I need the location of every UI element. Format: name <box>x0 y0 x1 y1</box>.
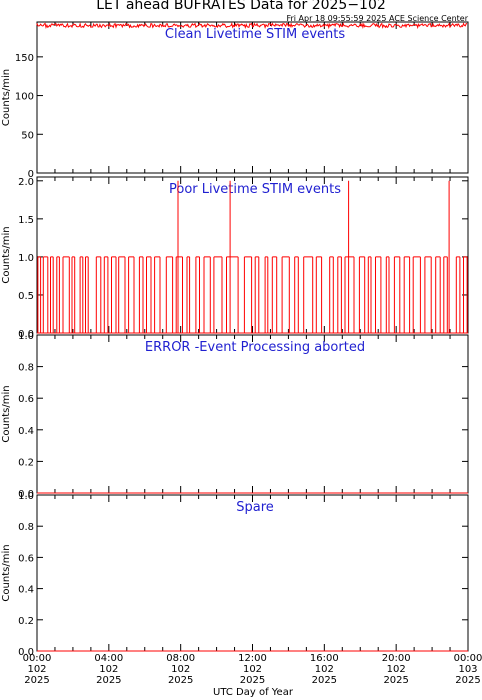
panel-frame <box>36 176 469 334</box>
x-tick-year: 2025 <box>240 675 265 686</box>
panel-title: Poor Livetime STIM events <box>169 182 341 197</box>
y-axis-label: Counts/min <box>1 544 12 601</box>
panel-2: 0.0 0.5 1.0 1.5 2.0 Counts/min Poor Livetime S… <box>1 176 469 340</box>
chart-title: LET ahead BUFRATES Data for 2025−102 <box>96 0 386 13</box>
x-tick-day: 102 <box>315 664 334 675</box>
y-tick-label: 0.4 <box>18 585 34 596</box>
y-tick-label: 1.0 <box>18 491 34 502</box>
x-tick-time: 12:00 <box>238 653 267 664</box>
x-axis: 00:00102202504:00102202508:00102202512:0… <box>23 653 482 686</box>
y-tick-label: 100 <box>15 92 34 103</box>
x-tick-day: 102 <box>99 664 118 675</box>
data-trace <box>37 180 468 334</box>
panel-frame <box>36 334 469 494</box>
panel-3: 0.0 0.2 0.4 0.6 0.8 1.0 Counts/min ERROR -Event… <box>1 331 469 500</box>
x-tick-year: 2025 <box>455 675 480 686</box>
y-tick-label: 1.0 <box>18 253 34 264</box>
y-tick-label: 0.6 <box>18 553 34 564</box>
x-tick-time: 20:00 <box>382 653 411 664</box>
y-tick-label: 0 <box>28 169 34 180</box>
y-tick-label: 0.0 <box>18 647 34 658</box>
x-tick-year: 2025 <box>383 675 408 686</box>
y-tick-label: 1.0 <box>18 331 34 342</box>
y-axis-label: Counts/min <box>1 226 12 283</box>
x-tick-year: 2025 <box>24 675 49 686</box>
x-tick-time: 00:00 <box>23 653 52 664</box>
panel-4: 0.0 0.2 0.4 0.6 0.8 1.0 Counts/min Spare <box>1 491 469 658</box>
data-trace <box>36 22 468 30</box>
x-tick-day: 102 <box>387 664 406 675</box>
y-tick-label: 150 <box>15 53 34 64</box>
y-axis-label: Counts/min <box>1 385 12 442</box>
x-tick-day: 103 <box>458 664 477 675</box>
x-tick-day: 102 <box>27 664 46 675</box>
x-tick-time: 16:00 <box>310 653 339 664</box>
y-tick-label: 0.5 <box>18 291 34 302</box>
timestamp: Fri Apr 18 09:55:59 2025 ACE Science Cen… <box>286 14 468 23</box>
y-tick-label: 0.8 <box>18 363 34 374</box>
x-tick-time: 00:00 <box>454 653 482 664</box>
y-tick-label: 0.2 <box>18 616 34 627</box>
y-tick-label: 2.0 <box>18 177 34 188</box>
y-tick-label: 0.4 <box>18 426 34 437</box>
y-tick-label: 0.0 <box>18 489 34 500</box>
x-tick-year: 2025 <box>312 675 337 686</box>
x-axis-label: UTC Day of Year <box>213 687 294 698</box>
x-tick-day: 102 <box>243 664 262 675</box>
y-tick-label: 0.8 <box>18 522 34 533</box>
y-tick-label: 1.5 <box>18 215 34 226</box>
x-tick-day: 102 <box>171 664 190 675</box>
y-tick-label: 50 <box>21 130 34 141</box>
panel-frame <box>36 21 469 174</box>
y-tick-label: 0.2 <box>18 457 34 468</box>
x-tick-time: 04:00 <box>94 653 123 664</box>
x-tick-time: 08:00 <box>166 653 195 664</box>
panel-title: Spare <box>236 500 274 515</box>
y-axis-label: Counts/min <box>1 69 12 126</box>
y-tick-label: 0.6 <box>18 394 34 405</box>
panel-title: Clean Livetime STIM events <box>165 27 345 42</box>
panel-title: ERROR -Event Processing aborted <box>145 340 365 355</box>
x-tick-year: 2025 <box>168 675 193 686</box>
x-tick-year: 2025 <box>96 675 121 686</box>
y-tick-label: 0.0 <box>18 329 34 340</box>
panel-frame <box>36 494 469 652</box>
